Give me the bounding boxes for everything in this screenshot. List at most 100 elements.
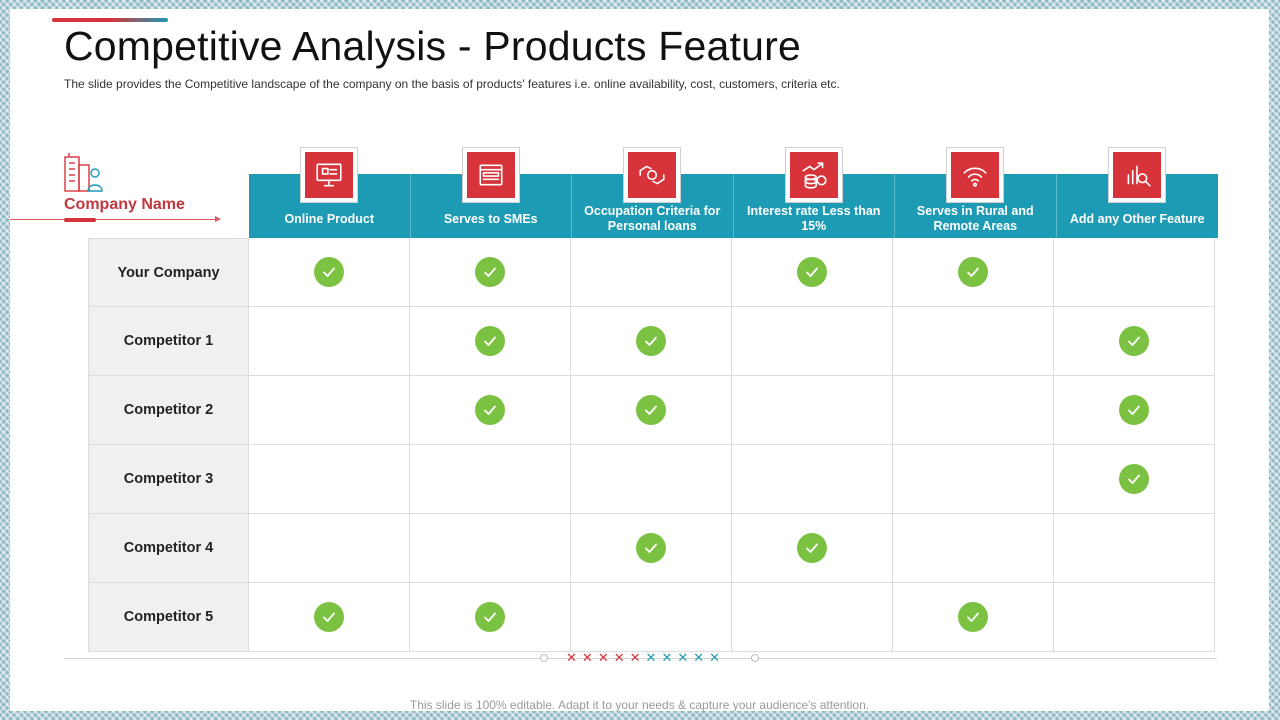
feature-column-header: Serves to SMEs [411,147,572,238]
table-cell [893,583,1054,652]
table-cell [732,583,893,652]
feature-icon-frame [1107,147,1166,203]
feature-icon-tile [628,152,676,198]
row-label: Competitor 1 [89,307,249,376]
table-cell [1054,514,1215,583]
feature-column-header: Interest rate Less than 15% [734,147,895,238]
table-cell [732,445,893,514]
feature-label: Online Product [284,211,375,226]
row-label: Competitor 4 [89,514,249,583]
row-label: Competitor 2 [89,376,249,445]
table-row: Competitor 4 [89,514,1215,583]
feature-header: Online Product Serves to SMEs Occupation C… [249,147,1219,238]
feature-label: Interest rate Less than 15% [747,204,881,233]
table-cell [410,307,571,376]
browser-window-icon [478,164,503,186]
feature-icon-frame [300,147,358,203]
table-cell [893,445,1054,514]
check-icon [475,326,505,356]
check-icon [797,257,827,287]
footer-note: This slide is 100% editable. Adapt it to… [409,698,870,711]
table-cell [571,376,732,445]
footer-dot-right [751,654,759,662]
check-icon [958,257,988,287]
table-cell [410,376,571,445]
row-label: Your Company [89,238,249,307]
feature-icon-frame [623,147,681,203]
table-cell [1054,583,1215,652]
table-cell [249,376,410,445]
table-cell [1054,238,1215,307]
table-cell [893,514,1054,583]
check-icon [1119,395,1149,425]
coins-growth-icon [801,162,827,189]
table-cell [249,583,410,652]
table-cell [571,238,732,307]
company-name-divider [10,216,221,222]
table-cell [410,238,571,307]
table-cell [249,445,410,514]
building-people-icon [64,153,103,192]
table-cell [893,307,1054,376]
table-row: Competitor 3 [89,445,1215,514]
table-cell [1054,307,1215,376]
comparison-table: Your Company Competitor 1 Competitor 2 Comp… [88,238,1215,652]
check-icon [958,602,988,632]
table-cell [249,514,410,583]
table-cell [410,445,571,514]
feature-label: Serves in Rural and Remote Areas [916,204,1034,233]
table-cell [249,307,410,376]
table-cell [893,376,1054,445]
table-cell [732,307,893,376]
check-icon [314,602,344,632]
feature-icon-frame [461,147,520,203]
table-cell [571,445,732,514]
handshake-money-icon [639,165,665,185]
feature-icon-frame [946,147,1004,203]
table-cell [1054,445,1215,514]
feature-icon-tile [305,152,353,198]
table-cell [732,514,893,583]
check-icon [797,533,827,563]
feature-icon-tile [951,152,999,198]
feature-icon-tile [466,152,515,198]
feature-icon-frame [784,147,843,203]
footer-dot-left [540,654,548,662]
check-icon [314,257,344,287]
table-cell [571,583,732,652]
table-cell [732,376,893,445]
feature-column-header: Occupation Criteria for Personal loans [572,147,734,238]
company-name-underline [64,218,96,222]
feature-column-header: Online Product [249,147,411,238]
table-cell [571,514,732,583]
company-name-label: Company Name [64,196,185,213]
feature-icon-tile [789,152,838,198]
check-icon [636,326,666,356]
online-product-icon [316,163,342,187]
feature-column-header: Add any Other Feature [1057,147,1219,238]
table-cell [1054,376,1215,445]
feature-icon-tile [1112,152,1161,198]
feature-label: Add any Other Feature [1069,211,1205,226]
table-row: Competitor 2 [89,376,1215,445]
row-label: Competitor 3 [89,445,249,514]
footer-divider [64,658,1217,659]
wifi-icon [963,167,987,187]
slide-subtitle: The slide provides the Competitive lands… [64,77,840,91]
feature-label: Serves to SMEs [443,211,538,226]
table-row: Competitor 5 [89,583,1215,652]
table-cell [249,238,410,307]
check-icon [1119,464,1149,494]
check-icon [475,602,505,632]
row-label: Competitor 5 [89,583,249,652]
table-cell [571,307,732,376]
table-cell [410,583,571,652]
feature-column-header: Serves in Rural and Remote Areas [895,147,1057,238]
check-icon [636,533,666,563]
table-cell [732,238,893,307]
check-icon [475,257,505,287]
table-cell [410,514,571,583]
slide: Competitive Analysis - Products Feature … [10,9,1269,711]
check-icon [1119,326,1149,356]
feature-label: Occupation Criteria for Personal loans [584,204,721,233]
